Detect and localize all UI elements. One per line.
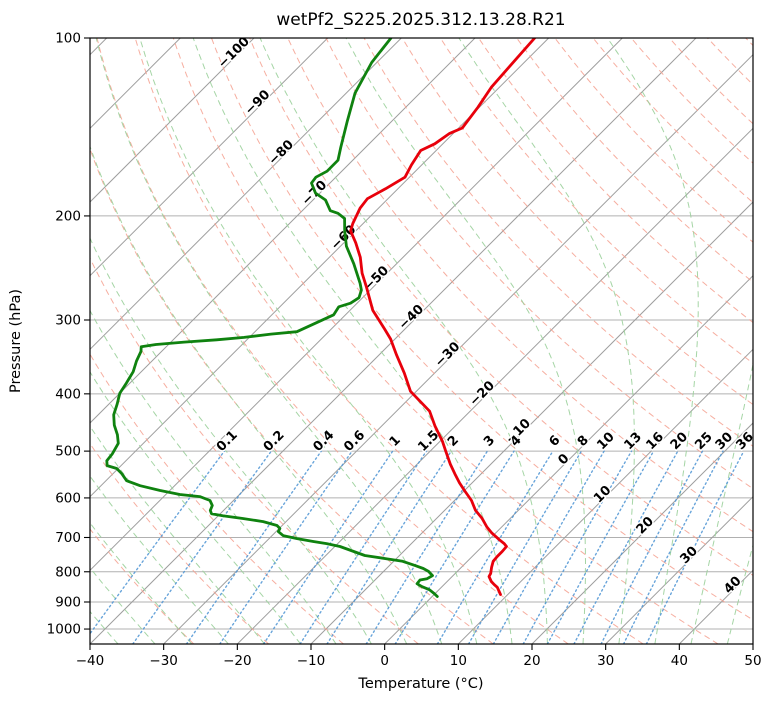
x-tick-label: 0 xyxy=(380,653,389,669)
y-tick-label: 1000 xyxy=(47,622,81,638)
x-axis-label: Temperature (°C) xyxy=(357,676,483,692)
x-tick-label: 50 xyxy=(744,653,761,669)
mixing-ratio-label: 30 xyxy=(713,430,736,453)
y-tick-label: 200 xyxy=(55,208,81,224)
y-tick-label: 700 xyxy=(55,530,81,546)
grid-lines xyxy=(90,38,753,630)
axes: −40 −30 −20 −10 0 10 20 30 40 5010020030040050060… xyxy=(47,31,762,670)
isotherm-label: −40 xyxy=(396,302,427,333)
mixing-ratio-label: 2 xyxy=(445,433,462,450)
isotherm-label: −80 xyxy=(266,137,297,168)
x-tick-label: −20 xyxy=(223,653,252,669)
x-tick-label: 40 xyxy=(671,653,688,669)
mixing-ratio-lines xyxy=(90,450,745,644)
mixing-ratio-label: 3 xyxy=(481,433,498,450)
y-tick-label: 900 xyxy=(55,594,81,610)
isotherm-label: 40 xyxy=(721,574,744,597)
y-tick-label: 400 xyxy=(55,386,81,402)
isotherm-label: −50 xyxy=(361,263,392,294)
x-tick-label: −40 xyxy=(76,653,105,669)
dewpoint-line xyxy=(105,38,439,598)
chart-title: wetPf2_S225.2025.312.13.28.R21 xyxy=(276,10,565,30)
mixing-ratio-label: 25 xyxy=(692,430,715,453)
y-tick-label: 800 xyxy=(55,564,81,580)
x-tick-label: −10 xyxy=(297,653,326,669)
mixing-ratio-label: 6 xyxy=(546,433,563,450)
temperature-line xyxy=(349,38,537,596)
isotherm-label: 20 xyxy=(634,514,657,537)
isotherm-label: −90 xyxy=(242,87,273,118)
dry-adiabat-lines xyxy=(90,38,753,644)
x-tick-label: 20 xyxy=(523,653,540,669)
chart-layers: −100−90−80−70−60−50−40−30−20−10010203040… xyxy=(47,31,762,670)
mixing-ratio-label: 16 xyxy=(644,430,667,453)
y-tick-label: 100 xyxy=(55,31,81,47)
isotherm-label: −100 xyxy=(215,34,252,71)
mixing-ratio-label: 8 xyxy=(575,433,592,450)
y-tick-label: 600 xyxy=(55,490,81,506)
y-tick-label: 300 xyxy=(55,312,81,328)
mixing-ratio-label: 1 xyxy=(387,433,404,450)
x-tick-label: 10 xyxy=(450,653,467,669)
mixing-ratio-label: 20 xyxy=(668,430,691,453)
mixing-ratio-label: 10 xyxy=(594,430,617,453)
isotherm-label: −30 xyxy=(432,339,463,370)
isotherm-lines xyxy=(90,38,753,644)
isotherm-label: 30 xyxy=(678,544,701,567)
y-axis-label: Pressure (hPa) xyxy=(8,289,24,393)
y-tick-label: 500 xyxy=(55,444,81,460)
moist-adiabat-lines xyxy=(90,38,753,644)
isotherm-label: 0 xyxy=(556,451,573,468)
x-tick-label: −30 xyxy=(149,653,178,669)
x-tick-label: 30 xyxy=(597,653,614,669)
mixing-ratio-label: 13 xyxy=(622,430,645,453)
